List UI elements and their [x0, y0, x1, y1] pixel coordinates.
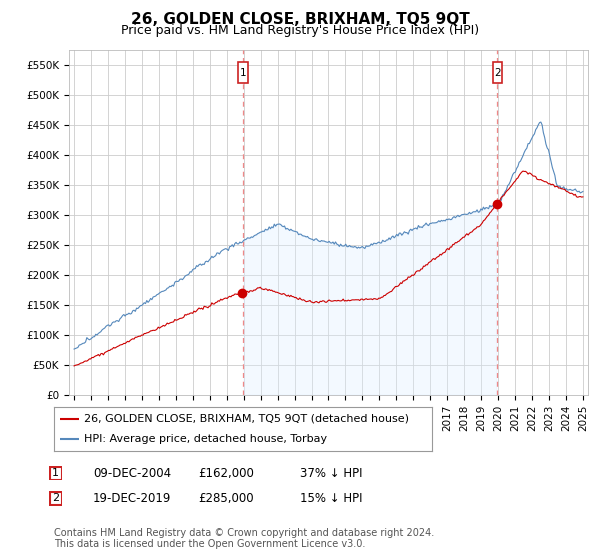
- Text: 26, GOLDEN CLOSE, BRIXHAM, TQ5 9QT (detached house): 26, GOLDEN CLOSE, BRIXHAM, TQ5 9QT (deta…: [84, 414, 409, 424]
- Text: 09-DEC-2004: 09-DEC-2004: [93, 466, 171, 480]
- Text: 37% ↓ HPI: 37% ↓ HPI: [300, 466, 362, 480]
- Text: 19-DEC-2019: 19-DEC-2019: [93, 492, 172, 505]
- Text: HPI: Average price, detached house, Torbay: HPI: Average price, detached house, Torb…: [84, 434, 328, 444]
- Text: 1: 1: [52, 468, 59, 478]
- Text: 1: 1: [240, 68, 247, 78]
- Text: 26, GOLDEN CLOSE, BRIXHAM, TQ5 9QT: 26, GOLDEN CLOSE, BRIXHAM, TQ5 9QT: [131, 12, 469, 27]
- Text: Price paid vs. HM Land Registry's House Price Index (HPI): Price paid vs. HM Land Registry's House …: [121, 24, 479, 36]
- FancyBboxPatch shape: [50, 466, 62, 480]
- Text: Contains HM Land Registry data © Crown copyright and database right 2024.
This d: Contains HM Land Registry data © Crown c…: [54, 528, 434, 549]
- Text: 15% ↓ HPI: 15% ↓ HPI: [300, 492, 362, 505]
- Text: 2: 2: [52, 493, 59, 503]
- FancyBboxPatch shape: [50, 492, 62, 505]
- Text: £285,000: £285,000: [198, 492, 254, 505]
- FancyBboxPatch shape: [238, 63, 248, 83]
- FancyBboxPatch shape: [493, 63, 502, 83]
- Text: £162,000: £162,000: [198, 466, 254, 480]
- Text: 2: 2: [494, 68, 501, 78]
